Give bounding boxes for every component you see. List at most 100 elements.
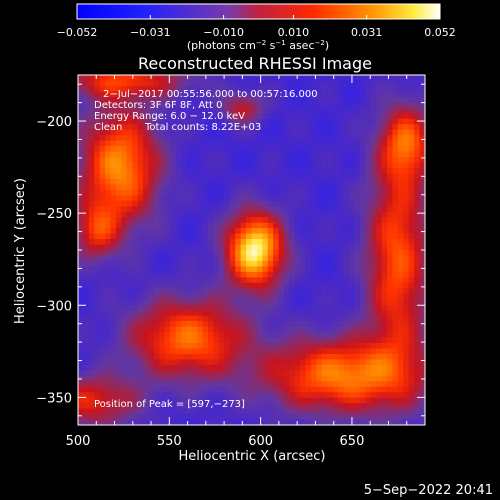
heatmap-cell	[387, 129, 394, 136]
heatmap-cell	[153, 386, 160, 393]
heatmap-cell	[213, 151, 220, 158]
heatmap-cell	[132, 107, 139, 114]
heatmap-cell	[338, 414, 345, 421]
heatmap-cell	[365, 370, 372, 377]
heatmap-cell	[397, 288, 404, 295]
heatmap-cell	[88, 96, 95, 103]
heatmap-cell	[359, 96, 366, 103]
heatmap-cell	[148, 299, 155, 306]
heatmap-cell	[267, 392, 274, 399]
heatmap-cell	[240, 293, 247, 300]
heatmap-cell	[224, 200, 231, 207]
heatmap-cell	[365, 348, 372, 355]
heatmap-cell	[251, 337, 258, 344]
heatmap-cell	[327, 124, 334, 131]
heatmap-cell	[202, 211, 209, 218]
heatmap-cell	[99, 173, 106, 180]
heatmap-cell	[262, 255, 269, 262]
heatmap-cell	[208, 107, 215, 114]
heatmap-cell	[246, 403, 253, 410]
heatmap-cell	[256, 397, 263, 404]
heatmap-cell	[316, 370, 323, 377]
heatmap-cell	[99, 211, 106, 218]
heatmap-cell	[349, 337, 356, 344]
heatmap-cell	[115, 113, 122, 120]
heatmap-cell	[321, 321, 328, 328]
heatmap-cell	[300, 414, 307, 421]
heatmap-cell	[289, 107, 296, 114]
heatmap-cell	[359, 195, 366, 202]
heatmap-cell	[218, 310, 225, 317]
heatmap-cell	[224, 288, 231, 295]
heatmap-cell	[240, 282, 247, 289]
heatmap-cell	[126, 408, 133, 415]
heatmap-cell	[121, 135, 128, 142]
heatmap-cell	[94, 113, 101, 120]
heatmap-cell	[99, 85, 106, 93]
heatmap-cell	[105, 96, 112, 103]
heatmap-cell	[197, 135, 204, 142]
heatmap-cell	[197, 370, 204, 377]
heatmap-cell	[408, 228, 415, 235]
heatmap-cell	[191, 408, 198, 415]
heatmap-cell	[110, 250, 117, 257]
heatmap-cell	[354, 162, 361, 169]
heatmap-cell	[137, 211, 144, 218]
heatmap-cell	[365, 146, 372, 153]
heatmap-cell	[186, 75, 193, 82]
heatmap-cell	[316, 386, 323, 393]
heatmap-cell	[186, 299, 193, 306]
heatmap-cell	[327, 392, 334, 399]
heatmap-cell	[88, 217, 95, 224]
heatmap-cell	[311, 271, 318, 278]
heatmap-cell	[197, 359, 204, 366]
heatmap-cell	[311, 222, 318, 229]
heatmap-cell	[316, 271, 323, 278]
heatmap-cell	[392, 239, 399, 246]
heatmap-cell	[240, 260, 247, 268]
heatmap-cell	[256, 222, 263, 229]
heatmap-cell	[343, 211, 350, 218]
heatmap-cell	[175, 310, 182, 317]
heatmap-cell	[267, 342, 274, 350]
heatmap-cell	[387, 228, 394, 235]
heatmap-cell	[305, 178, 312, 185]
heatmap-cell	[235, 364, 242, 371]
heatmap-cell	[99, 239, 106, 246]
heatmap-cell	[359, 167, 366, 175]
heatmap-cell	[338, 359, 345, 366]
heatmap-cell	[88, 397, 95, 404]
heatmap-cell	[349, 403, 356, 410]
heatmap-cell	[262, 271, 269, 278]
heatmap-cell	[159, 282, 166, 289]
heatmap-cell	[170, 244, 177, 251]
heatmap-cell	[94, 321, 101, 328]
heatmap-cell	[338, 233, 345, 240]
heatmap-cell	[311, 408, 318, 415]
heatmap-cell	[208, 299, 215, 306]
heatmap-cell	[408, 337, 415, 344]
heatmap-cell	[387, 102, 394, 109]
heatmap-cell	[311, 277, 318, 284]
heatmap-cell	[338, 321, 345, 328]
heatmap-cell	[83, 414, 90, 421]
heatmap-cell	[381, 167, 388, 175]
heatmap-cell	[208, 288, 215, 295]
heatmap-cell	[110, 107, 117, 114]
heatmap-cell	[338, 222, 345, 229]
heatmap-cell	[381, 282, 388, 289]
heatmap-cell	[218, 244, 225, 251]
heatmap-cell	[251, 222, 258, 229]
heatmap-cell	[300, 348, 307, 355]
heatmap-cell	[316, 239, 323, 246]
heatmap-cell	[294, 419, 301, 425]
heatmap-cell	[311, 228, 318, 235]
heatmap-cell	[376, 315, 383, 322]
heatmap-cell	[278, 178, 285, 185]
heatmap-cell	[294, 118, 301, 125]
heatmap-cell	[311, 348, 318, 355]
heatmap-cell	[137, 370, 144, 377]
heatmap-cell	[148, 80, 155, 87]
heatmap-cell	[376, 124, 383, 131]
heatmap-cell	[284, 189, 291, 196]
